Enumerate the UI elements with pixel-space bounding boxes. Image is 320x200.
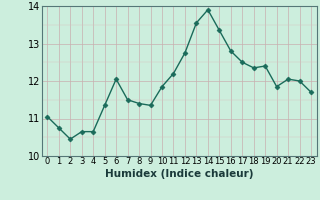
- X-axis label: Humidex (Indice chaleur): Humidex (Indice chaleur): [105, 169, 253, 179]
